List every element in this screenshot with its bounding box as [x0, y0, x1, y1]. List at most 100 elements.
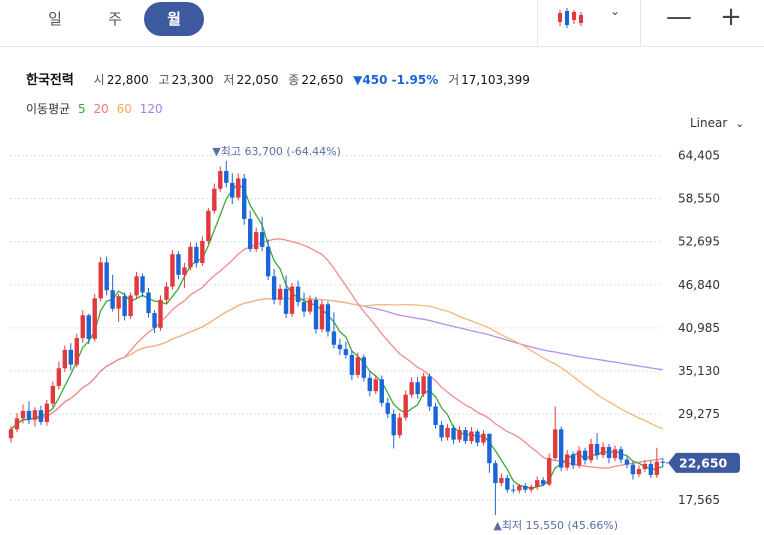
candle-body [242, 178, 247, 219]
candle-body [475, 431, 480, 443]
candle-body [50, 385, 56, 404]
candle-body [86, 315, 91, 339]
candle-body [588, 444, 594, 461]
candle-body [134, 276, 139, 296]
y-tick-label: 17,565 [678, 493, 720, 507]
candle-body [606, 447, 612, 459]
candle-body [600, 447, 606, 456]
candle-body [98, 262, 103, 299]
candle-body [445, 427, 450, 438]
candle-body [164, 286, 169, 300]
candle-body [38, 410, 44, 422]
candle-body [642, 463, 648, 470]
open-label: 시 [93, 73, 105, 87]
candle-body [140, 276, 145, 293]
y-tick-label: 46,840 [678, 278, 720, 292]
candle-body [20, 410, 26, 419]
candle-body [301, 302, 307, 312]
candle-body [218, 171, 223, 189]
candle-body [552, 429, 558, 459]
top-toolbar: 일 주 월 ⌄ — + [0, 0, 764, 47]
candle-body [457, 430, 462, 440]
candle-body [463, 430, 468, 442]
ma-legend-label: 이동평균 [26, 102, 71, 116]
candle-body [62, 349, 68, 369]
tab-weekly[interactable]: 주 [108, 10, 122, 28]
tab-monthly[interactable]: 월 [144, 2, 204, 36]
candle-body [26, 410, 32, 420]
candle-body [367, 377, 372, 392]
ma-120-label: 120 [139, 102, 163, 116]
candle-body [146, 292, 151, 314]
low-annotation: ▲최저 15,550 (45.66%) [493, 519, 618, 532]
high-value: 23,300 [171, 73, 214, 87]
candle-body [493, 463, 498, 484]
low-value: 22,050 [236, 73, 279, 87]
current-price-tag [668, 452, 740, 473]
candle-body [331, 331, 337, 345]
volume-value: 17,103,399 [461, 73, 530, 87]
y-tick-label: 64,405 [678, 149, 720, 163]
current-price-label: 22,650 [679, 455, 728, 470]
candle-body [265, 246, 271, 277]
candle-body [349, 355, 355, 375]
candle-body [325, 304, 331, 332]
candle-body [248, 218, 253, 250]
candle-body [594, 444, 600, 456]
zoom-out-button[interactable]: — [666, 2, 692, 32]
close-label: 종 [288, 73, 300, 87]
low-label: 저 [223, 73, 235, 87]
candle-body [170, 254, 175, 287]
ma-5-line [10, 182, 664, 490]
zoom-in-button[interactable]: + [720, 2, 742, 32]
candle-body [499, 477, 504, 484]
candle-body [439, 424, 444, 438]
candle-body [188, 246, 193, 268]
moving-average-legend[interactable]: 이동평균 5 20 60 120 [26, 100, 167, 117]
candle-body [505, 477, 510, 490]
candle-body [582, 450, 588, 461]
candle-body [14, 418, 20, 430]
candle-body [283, 288, 289, 314]
candle-body [570, 454, 576, 466]
candle-body [158, 299, 163, 328]
candle-body [307, 299, 313, 312]
candlestick-icon[interactable] [556, 6, 586, 30]
candle-body [564, 454, 570, 468]
ma-60-line [10, 297, 664, 430]
stock-name: 한국전력 [26, 73, 74, 88]
candle-body [200, 240, 205, 264]
chevron-down-icon[interactable]: ⌄ [610, 4, 621, 18]
candle-body [319, 304, 325, 330]
candle-body [68, 349, 73, 365]
candle-body [612, 449, 618, 459]
high-annotation: ▼최고 63,700 (-64.44%) [212, 145, 341, 158]
candle-body [379, 379, 384, 403]
candle-body [415, 382, 420, 395]
scale-selector[interactable]: Linear ⌄ [690, 116, 744, 130]
candle-body [253, 232, 259, 250]
candle-body [224, 171, 229, 183]
candle-body [355, 357, 361, 375]
chevron-down-icon: ⌄ [735, 117, 745, 130]
candle-body [421, 376, 426, 395]
candle-body [44, 403, 50, 422]
candle-body [451, 427, 456, 440]
candle-body [547, 458, 552, 485]
candle-body [469, 431, 474, 442]
candle-body [206, 210, 211, 241]
candle-body [624, 459, 630, 465]
y-tick-label: 52,695 [678, 235, 720, 249]
tab-daily[interactable]: 일 [48, 10, 62, 28]
scale-label: Linear [690, 116, 728, 130]
candle-body [511, 489, 516, 491]
candle-body [104, 262, 109, 291]
candle-body [343, 349, 349, 356]
candle-body [523, 486, 528, 490]
ma-20-line [10, 238, 663, 469]
candle-body [122, 296, 127, 317]
candle-body [313, 299, 319, 330]
candle-body [236, 178, 241, 198]
y-tick-label: 58,550 [678, 192, 720, 206]
